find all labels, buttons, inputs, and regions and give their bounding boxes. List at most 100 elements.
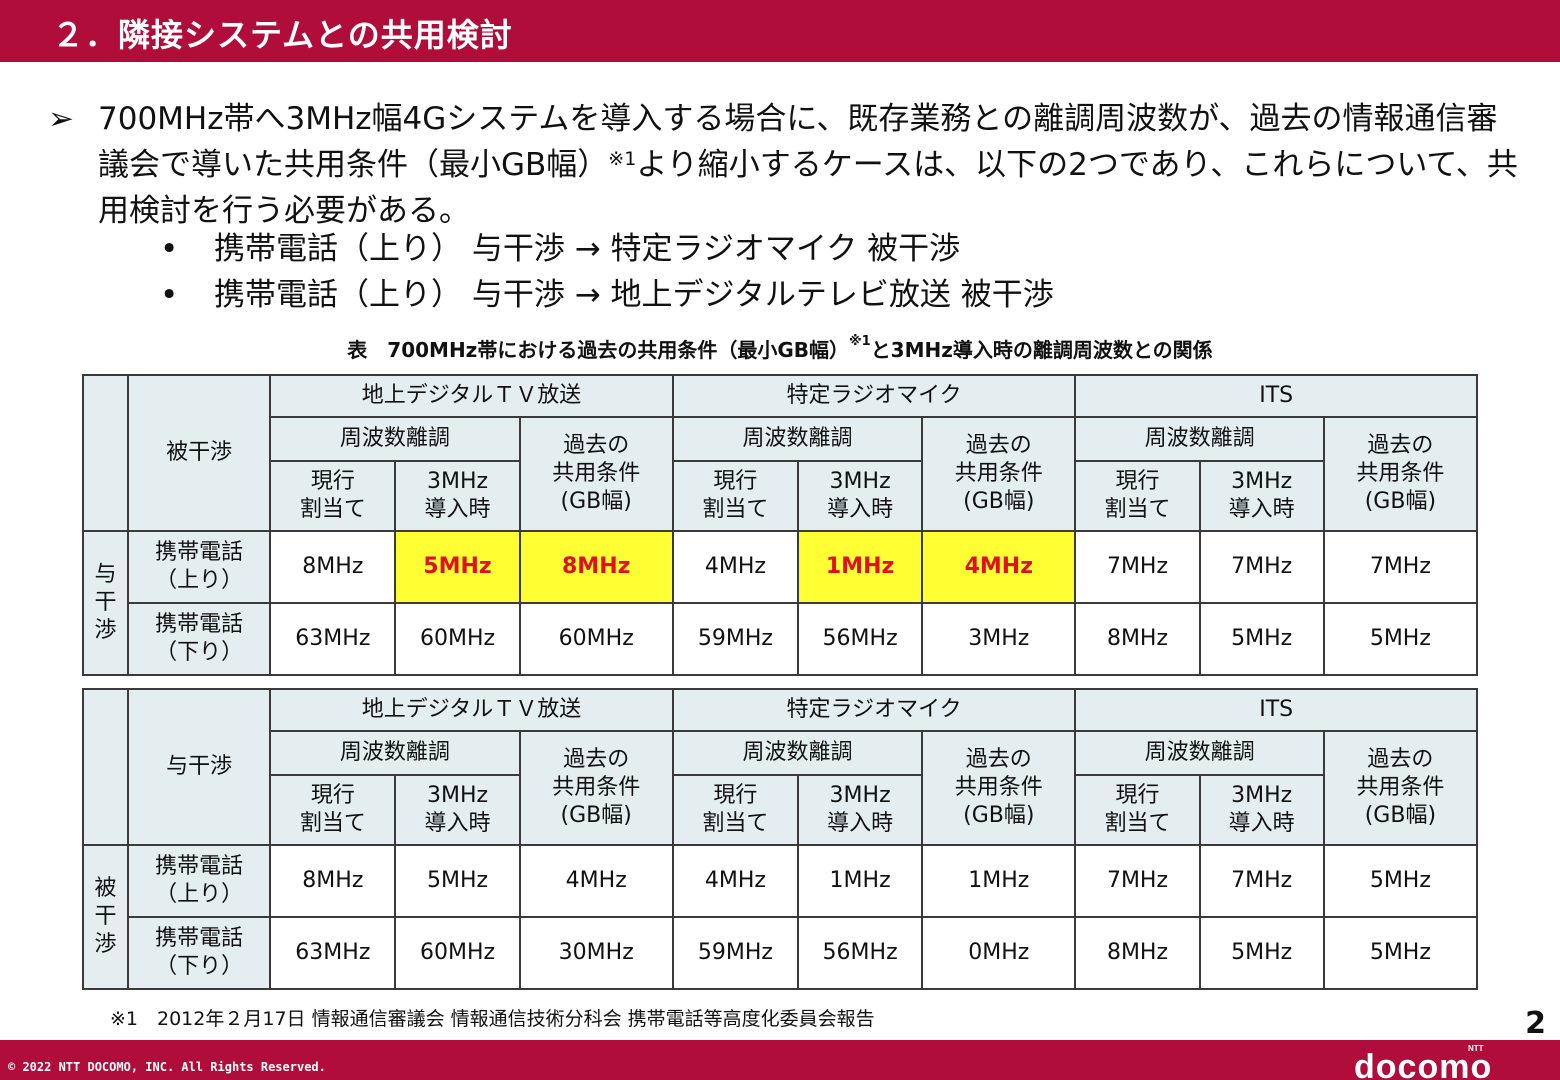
corner-blank bbox=[81, 688, 130, 846]
value-cell: 7MHz bbox=[1074, 530, 1201, 604]
page-number: 2 bbox=[1525, 1006, 1546, 1041]
value-cell: 4MHz bbox=[671, 530, 800, 604]
value-cell: 59MHz bbox=[671, 916, 800, 990]
header-past-condition: 過去の 共用条件 (GB幅) bbox=[1322, 730, 1479, 846]
header-past-condition: 過去の 共用条件 (GB幅) bbox=[921, 730, 1077, 846]
footnote: ※1 2012年２月17日 情報通信審議会 情報通信技術分科会 携帯電話等高度化… bbox=[110, 1008, 875, 1030]
row-label: 携帯電話 （下り） bbox=[127, 602, 272, 676]
intro-paragraph: ➢ 700MHz帯へ3MHz幅4Gシステムを導入する場合に、既存業務との離調周波… bbox=[48, 96, 1528, 234]
header-tv: 地上デジタルＴＶ放送 bbox=[269, 374, 674, 418]
header-new: 3MHz 導入時 bbox=[1198, 460, 1325, 532]
header-freq-offset: 周波数離調 bbox=[1074, 730, 1325, 776]
bullet-item: • 携帯電話（上り） 与干渉 → 地上デジタルテレビ放送 被干渉 bbox=[160, 272, 1054, 318]
value-cell: 5MHz bbox=[1322, 602, 1479, 676]
header-freq-offset: 周波数離調 bbox=[671, 730, 924, 776]
value-cell-highlight: 4MHz bbox=[921, 530, 1077, 604]
value-cell: 3MHz bbox=[921, 602, 1077, 676]
value-cell: 8MHz bbox=[269, 530, 397, 604]
value-cell: 4MHz bbox=[518, 844, 674, 918]
value-cell: 5MHz bbox=[1198, 602, 1325, 676]
interference-table-lower: 与干渉 地上デジタルＴＶ放送 特定ラジオマイク ITS 周波数離調 過去の 共用条… bbox=[81, 688, 1479, 990]
side-label: 被干渉 bbox=[81, 844, 130, 990]
value-cell: 63MHz bbox=[269, 602, 397, 676]
intro-text: 700MHz帯へ3MHz幅4Gシステムを導入する場合に、既存業務との離調周波数が… bbox=[98, 101, 1498, 183]
logo-ntt-text: NTT bbox=[1468, 1044, 1484, 1053]
value-cell: 5MHz bbox=[1322, 916, 1479, 990]
docomo-logo-icon: NTT docomo bbox=[1354, 1044, 1492, 1080]
value-cell: 5MHz bbox=[1322, 844, 1479, 918]
header-its: ITS bbox=[1074, 688, 1478, 732]
bullet-dot-icon: • bbox=[160, 277, 179, 313]
header-new: 3MHz 導入時 bbox=[796, 774, 924, 846]
value-cell: 60MHz bbox=[394, 602, 521, 676]
header-current: 現行 割当て bbox=[1074, 460, 1201, 532]
header-mic: 特定ラジオマイク bbox=[671, 374, 1077, 418]
side-label: 与干渉 bbox=[81, 530, 130, 676]
header-current: 現行 割当て bbox=[1074, 774, 1201, 846]
row-label: 携帯電話 （上り） bbox=[127, 530, 272, 604]
title-bar: ２．隣接システムとの共用検討 bbox=[0, 0, 1560, 62]
value-cell: 1MHz bbox=[921, 844, 1077, 918]
table-row: 与干渉 携帯電話 （上り） 8MHz 5MHz 8MHz 4MHz 1MHz 4M… bbox=[81, 530, 1479, 676]
copyright: © 2022 NTT DOCOMO, INC. All Rights Reser… bbox=[8, 1060, 326, 1074]
intro-footnote-ref: ※1 bbox=[608, 148, 637, 170]
caption-text-tail: と3MHz導入時の離調周波数との関係 bbox=[870, 338, 1213, 362]
header-new: 3MHz 導入時 bbox=[1198, 774, 1325, 846]
row-label: 携帯電話 （下り） bbox=[127, 916, 272, 990]
value-cell: 8MHz bbox=[1074, 602, 1201, 676]
corner-label: 与干渉 bbox=[127, 688, 272, 846]
header-current: 現行 割当て bbox=[671, 460, 800, 532]
value-cell: 60MHz bbox=[518, 602, 674, 676]
header-current: 現行 割当て bbox=[269, 460, 397, 532]
intro-text-tail: より縮小するケースは、以下の2つであり、これらについて、共用検討を行う必要がある… bbox=[98, 147, 1518, 229]
value-cell: 60MHz bbox=[394, 916, 521, 990]
header-new: 3MHz 導入時 bbox=[796, 460, 924, 532]
header-freq-offset: 周波数離調 bbox=[1074, 416, 1325, 462]
value-cell-highlight: 8MHz bbox=[518, 530, 674, 604]
caption-text: 表 700MHz帯における過去の共用条件（最小GB幅） bbox=[347, 338, 849, 362]
value-cell: 7MHz bbox=[1322, 530, 1479, 604]
logo-docomo-text: docomo bbox=[1354, 1048, 1492, 1080]
value-cell: 30MHz bbox=[518, 916, 674, 990]
value-cell: 5MHz bbox=[394, 844, 521, 918]
table-row: 携帯電話 （下り） 63MHz 60MHz 30MHz 59MHz 56MHz 0… bbox=[83, 916, 1479, 990]
page-title: ２．隣接システムとの共用検討 bbox=[52, 16, 513, 54]
header-its: ITS bbox=[1074, 374, 1478, 418]
value-cell: 7MHz bbox=[1198, 530, 1325, 604]
value-cell: 0MHz bbox=[921, 916, 1077, 990]
value-cell: 59MHz bbox=[671, 602, 800, 676]
bullet-list: • 携帯電話（上り） 与干渉 → 特定ラジオマイク 被干渉 • 携帯電話（上り）… bbox=[160, 226, 1054, 318]
header-current: 現行 割当て bbox=[269, 774, 397, 846]
bullet-text: 携帯電話（上り） 与干渉 → 特定ラジオマイク 被干渉 bbox=[214, 231, 961, 267]
header-new: 3MHz 導入時 bbox=[394, 460, 521, 532]
value-cell: 63MHz bbox=[269, 916, 397, 990]
header-tv: 地上デジタルＴＶ放送 bbox=[269, 688, 674, 732]
header-past-condition: 過去の 共用条件 (GB幅) bbox=[518, 416, 674, 532]
header-freq-offset: 周波数離調 bbox=[269, 416, 521, 462]
value-cell: 1MHz bbox=[796, 844, 924, 918]
header-past-condition: 過去の 共用条件 (GB幅) bbox=[921, 416, 1077, 532]
value-cell: 8MHz bbox=[269, 844, 397, 918]
header-current: 現行 割当て bbox=[671, 774, 800, 846]
caption-footnote-ref: ※1 bbox=[849, 334, 871, 349]
footer-bar: © 2022 NTT DOCOMO, INC. All Rights Reser… bbox=[0, 1040, 1560, 1080]
value-cell: 8MHz bbox=[1074, 916, 1201, 990]
header-freq-offset: 周波数離調 bbox=[671, 416, 924, 462]
table-caption: 表 700MHz帯における過去の共用条件（最小GB幅）※1と3MHz導入時の離調… bbox=[0, 334, 1560, 363]
arrow-bullet-icon: ➢ bbox=[48, 101, 74, 137]
corner-label: 被干渉 bbox=[127, 374, 272, 532]
table-row: 被干渉 携帯電話 （上り） 8MHz 5MHz 4MHz 4MHz 1MHz 1M… bbox=[81, 844, 1479, 990]
header-new: 3MHz 導入時 bbox=[394, 774, 521, 846]
bullet-dot-icon: • bbox=[160, 231, 179, 267]
interference-table-upper: 被干渉 地上デジタルＴＶ放送 特定ラジオマイク ITS 周波数離調 過去の 共用条… bbox=[81, 374, 1479, 676]
value-cell: 4MHz bbox=[671, 844, 800, 918]
value-cell: 56MHz bbox=[796, 916, 924, 990]
header-past-condition: 過去の 共用条件 (GB幅) bbox=[1322, 416, 1479, 532]
row-label: 携帯電話 （上り） bbox=[127, 844, 272, 918]
value-cell: 5MHz bbox=[1198, 916, 1325, 990]
corner-blank bbox=[81, 374, 130, 532]
value-cell-highlight: 1MHz bbox=[796, 530, 924, 604]
bullet-text: 携帯電話（上り） 与干渉 → 地上デジタルテレビ放送 被干渉 bbox=[214, 277, 1054, 313]
table-row: 携帯電話 （下り） 63MHz 60MHz 60MHz 59MHz 56MHz 3… bbox=[83, 602, 1479, 676]
header-past-condition: 過去の 共用条件 (GB幅) bbox=[518, 730, 674, 846]
